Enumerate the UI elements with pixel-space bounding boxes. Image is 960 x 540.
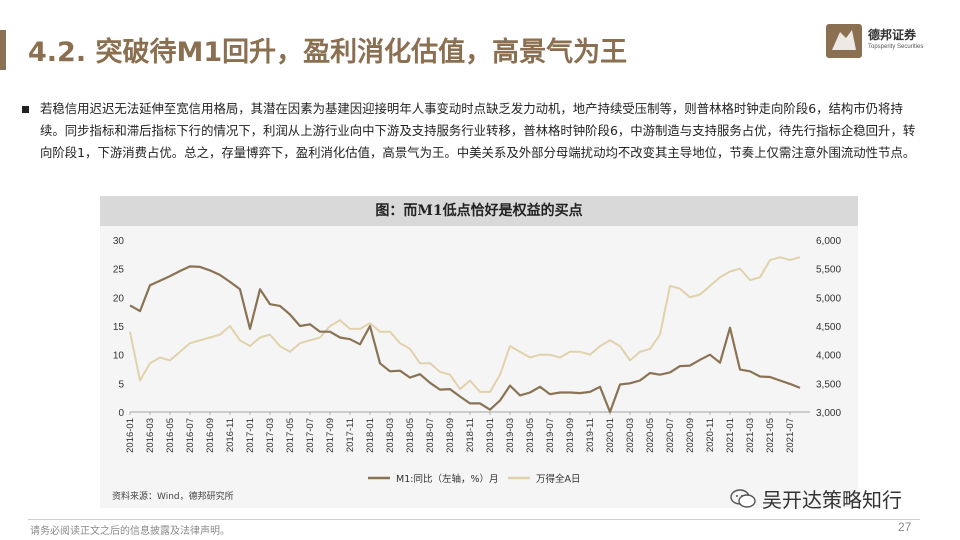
- x-tick-label: 2019-05: [525, 418, 536, 453]
- legend-label: 万得全A日: [536, 473, 581, 485]
- page-title: 4.2. 突破待M1回升，盈利消化估值，高景气为王: [28, 37, 628, 68]
- x-tick-label: 2021-07: [785, 418, 796, 453]
- x-tick-label: 2018-03: [385, 418, 396, 453]
- x-tick-label: 2019-11: [585, 418, 596, 452]
- series-line-wind-a: [129, 256, 801, 393]
- x-tick-label: 2019-03: [505, 418, 516, 453]
- y-left-tick-label: 30: [113, 236, 125, 247]
- y-right-tick-label: 3,500: [816, 379, 841, 390]
- x-tick-label: 2016-07: [185, 418, 196, 453]
- x-tick-label: 2016-01: [125, 418, 136, 453]
- y-right-tick-label: 4,500: [816, 322, 841, 333]
- x-tick-label: 2018-07: [425, 418, 436, 453]
- x-tick-label: 2020-11: [705, 418, 716, 452]
- x-tick-label: 2016-05: [165, 418, 176, 453]
- x-tick-label: 2019-09: [565, 418, 576, 453]
- x-tick-label: 2019-01: [485, 418, 496, 453]
- y-left-tick-label: 25: [113, 265, 125, 276]
- x-tick-label: 2019-07: [545, 418, 556, 453]
- source-note: 资料来源：Wind，德邦研究所: [112, 492, 234, 502]
- y-left-tick-label: 10: [113, 351, 125, 362]
- x-tick-label: 2017-01: [245, 418, 256, 453]
- bullet-icon: [22, 106, 29, 113]
- y-right-tick-label: 5,500: [816, 265, 841, 276]
- chart-svg: 0 5 10 15 20 25 30 3,000 3,500 4,000 4,500 5,000 5,5…: [113, 236, 842, 485]
- x-tick-label: 2020-03: [625, 418, 636, 453]
- y-right-tick-label: 6,000: [816, 236, 841, 247]
- page-number: 27: [898, 520, 912, 534]
- chart-panel: 图：而M1低点恰好是权益的买点 0 5 10 15 20 25 30 3,000 3,500 4,…: [100, 196, 858, 508]
- x-tick-label: 2020-07: [665, 418, 676, 453]
- y-left-tick-label: 20: [113, 293, 125, 304]
- x-tick-label: 2016-09: [205, 418, 216, 453]
- logo-mark-icon: [826, 24, 862, 58]
- y-left-tick-label: 0: [118, 408, 124, 419]
- series-line-m1: [129, 265, 801, 414]
- x-tick-label: 2017-05: [285, 418, 296, 453]
- x-tick-label: 2018-11: [465, 418, 476, 452]
- body-paragraph: 若稳信用迟迟无法延伸至宽信用格局，其潜在因素为基建因迎接明年人事变动时点缺乏发力…: [40, 101, 916, 160]
- x-tick-label: 2016-03: [145, 418, 156, 453]
- x-tick-label: 2020-09: [685, 418, 696, 453]
- y-right-tick-label: 5,000: [816, 293, 841, 304]
- x-tick-label: 2017-03: [265, 418, 276, 453]
- legend-label: M1:同比（左轴，%）月: [396, 473, 498, 485]
- x-tick-label: 2021-01: [725, 418, 736, 453]
- chart-title: 图：而M1低点恰好是权益的买点: [100, 196, 858, 226]
- x-tick-label: 2018-09: [445, 418, 456, 453]
- x-tick-label: 2020-05: [645, 418, 656, 453]
- title-accent-bar: [0, 30, 6, 70]
- x-tick-label: 2017-09: [325, 418, 336, 453]
- footer-divider: [28, 519, 920, 520]
- x-tick-label: 2017-07: [305, 418, 316, 453]
- x-tick-label: 2018-01: [365, 418, 376, 453]
- footer-disclaimer: 请务必阅读正文之后的信息披露及法律声明。: [30, 526, 230, 537]
- x-tick-label: 2020-01: [605, 418, 616, 453]
- x-tick-label: 2021-03: [745, 418, 756, 453]
- y-right-tick-label: 4,000: [816, 351, 841, 362]
- logo-subtitle: Topsperity Securities: [868, 44, 924, 50]
- y-left-tick-label: 5: [118, 379, 124, 390]
- y-left-tick-label: 15: [113, 322, 125, 333]
- company-logo: 德邦证券 Topsperity Securities: [826, 22, 946, 62]
- wechat-icon: [730, 488, 756, 510]
- x-tick-label: 2018-05: [405, 418, 416, 453]
- x-tick-label: 2021-05: [765, 418, 776, 453]
- watermark-text: 吴开达策略知行: [762, 488, 902, 512]
- watermark: 吴开达策略知行: [730, 484, 952, 514]
- y-right-tick-label: 3,000: [816, 408, 841, 419]
- logo-name: 德邦证券: [868, 28, 917, 42]
- x-tick-label: 2017-11: [345, 418, 356, 452]
- x-tick-label: 2016-11: [225, 418, 236, 452]
